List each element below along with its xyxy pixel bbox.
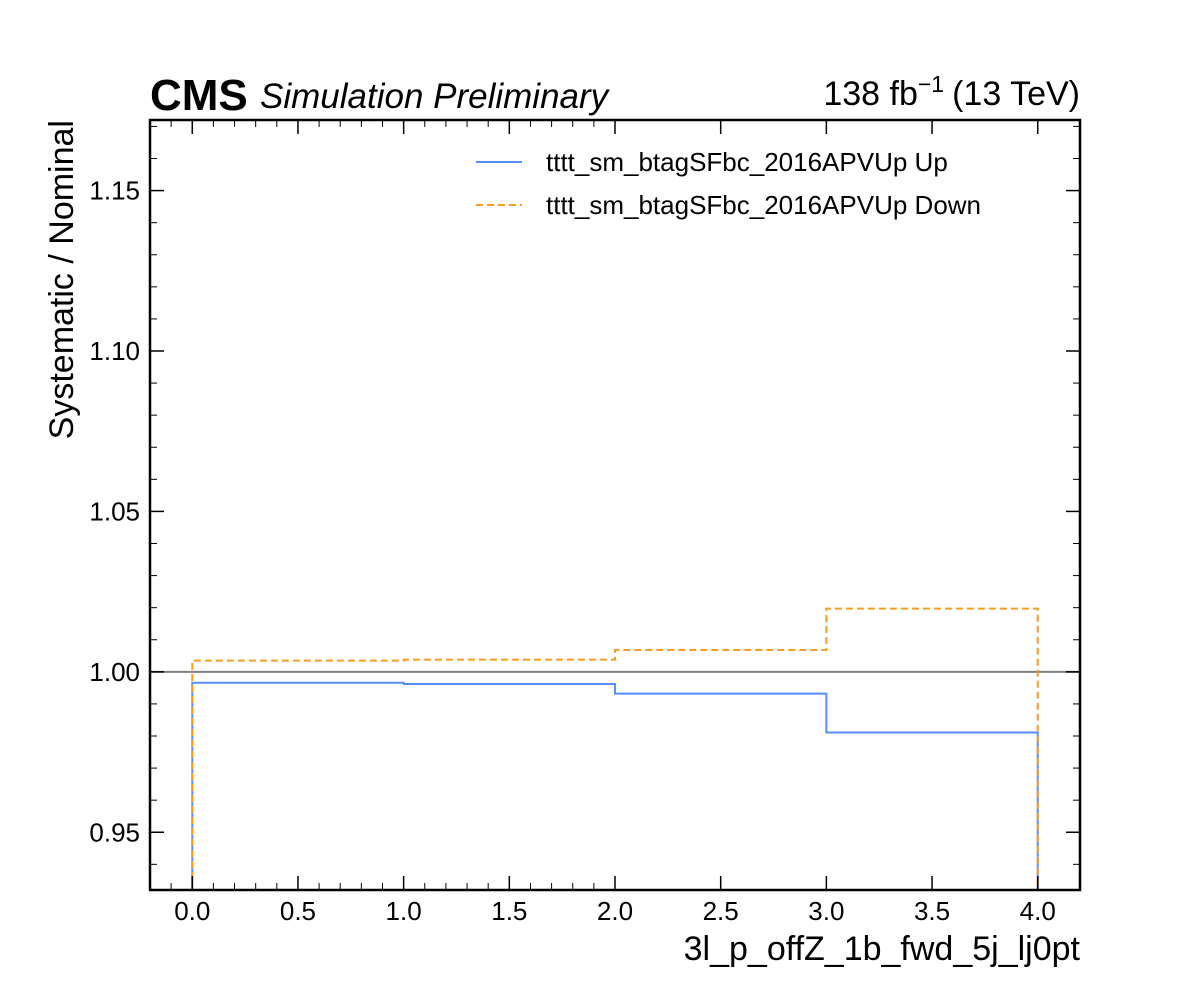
plot-area (150, 607, 1080, 890)
legend: tttt_sm_btagSFbc_2016APVUp Up tttt_sm_bta… (476, 147, 981, 220)
y-tick-label: 1.15 (89, 176, 140, 206)
plot-frame (148, 118, 1082, 892)
x-tick-label: 3.0 (808, 896, 844, 926)
experiment-label: CMS (150, 71, 248, 120)
x-tick-label: 0.5 (280, 896, 316, 926)
legend-label-2: tttt_sm_btagSFbc_2016APVUp Down (546, 190, 981, 220)
x-tick-label: 0.0 (174, 896, 210, 926)
x-tick-label: 2.5 (703, 896, 739, 926)
x-tick-label: 1.5 (491, 896, 527, 926)
x-tick-label: 2.0 (597, 896, 633, 926)
y-tick-label: 1.10 (89, 336, 140, 366)
y-tick-label: 1.00 (89, 657, 140, 687)
axis-ticks: 0.0 0.5 1.0 1.5 2.0 2.5 3.0 3.5 4.0 0.95 1.00 1.05 1… (89, 120, 1080, 926)
series-1-step-line (191, 681, 1039, 890)
lumi-value: 138 fb (823, 75, 918, 113)
lumi-label: 138 fb−1 (13 TeV) (823, 71, 1080, 113)
y-tick-label: 1.05 (89, 496, 140, 526)
x-tick-label: 3.5 (914, 896, 950, 926)
y-axis-label: Systematic / Nominal (43, 120, 81, 439)
y-tick-label: 0.95 (89, 817, 140, 847)
lumi-exponent: −1 (918, 71, 944, 97)
status-label: Simulation Preliminary (260, 77, 611, 116)
energy-label: (13 TeV) (952, 75, 1080, 113)
x-tick-label: 1.0 (386, 896, 422, 926)
legend-label-1: tttt_sm_btagSFbc_2016APVUp Up (546, 147, 948, 177)
x-axis-label: 3l_p_offZ_1b_fwd_5j_lj0pt (684, 930, 1081, 968)
series-2-step-line (191, 607, 1039, 890)
x-tick-label: 4.0 (1020, 896, 1056, 926)
